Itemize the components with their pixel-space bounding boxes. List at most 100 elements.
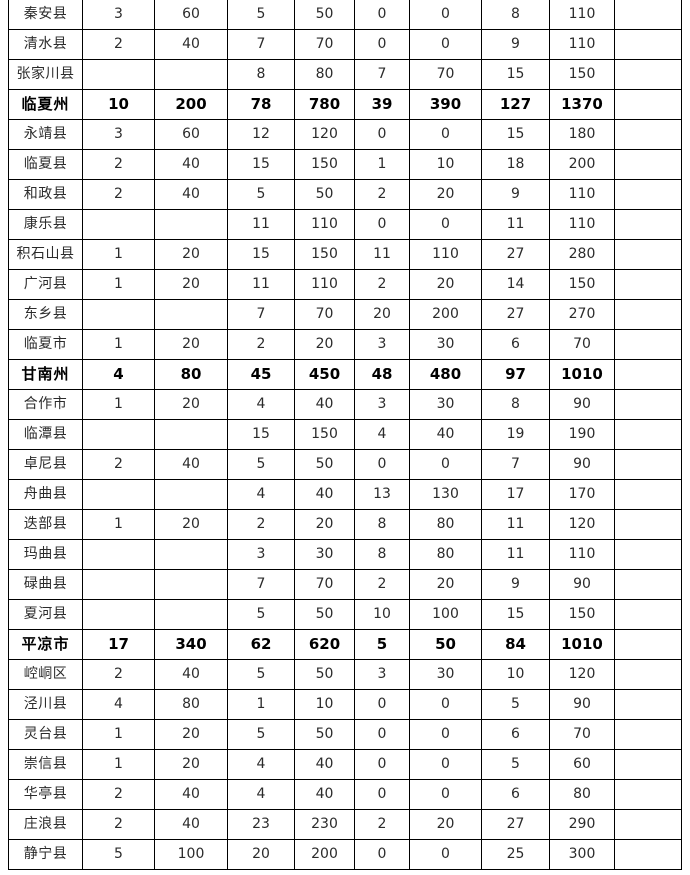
data-cell: 0	[409, 209, 482, 240]
table-row: 临潭县 15 150 4 40 19 190	[8, 419, 682, 450]
data-cell: 17	[481, 479, 550, 510]
data-cell: 0	[409, 749, 482, 780]
data-cell	[82, 479, 155, 510]
row-spacer-cell	[614, 89, 682, 120]
data-cell: 48	[354, 359, 410, 390]
data-cell: 4	[227, 479, 295, 510]
row-spacer-cell	[614, 119, 682, 150]
row-spacer-cell	[614, 239, 682, 270]
row-name-cell: 卓尼县	[8, 449, 83, 480]
row-spacer-cell	[614, 29, 682, 60]
table-row: 崇信县 1 20 4 40 0 0 5 60	[8, 749, 682, 780]
table-row: 灵台县 1 20 5 50 0 0 6 70	[8, 719, 682, 750]
data-cell: 0	[354, 839, 410, 870]
data-cell: 20	[409, 809, 482, 840]
data-cell: 2	[227, 329, 295, 360]
data-cell: 5	[354, 629, 410, 660]
row-name-cell: 临潭县	[8, 419, 83, 450]
data-cell: 0	[354, 119, 410, 150]
data-cell: 50	[294, 179, 355, 210]
data-cell: 45	[227, 359, 295, 390]
data-cell: 80	[154, 359, 228, 390]
data-cell: 50	[294, 0, 355, 30]
data-cell: 2	[82, 779, 155, 810]
table-row: 清水县 2 40 7 70 0 0 9 110	[8, 29, 682, 60]
table-row: 康乐县 11 110 0 0 11 110	[8, 209, 682, 240]
data-cell: 5	[481, 749, 550, 780]
table-row: 甘南州 4 80 45 450 48 480 97 1010	[8, 359, 682, 390]
data-cell: 4	[82, 359, 155, 390]
row-spacer-cell	[614, 839, 682, 870]
data-cell: 1	[82, 749, 155, 780]
data-cell: 27	[481, 809, 550, 840]
data-cell: 130	[409, 479, 482, 510]
data-cell: 9	[481, 179, 550, 210]
data-cell: 8	[354, 539, 410, 570]
data-cell: 150	[549, 269, 615, 300]
data-cell: 20	[227, 839, 295, 870]
data-cell: 120	[294, 119, 355, 150]
data-cell: 60	[154, 0, 228, 30]
table-row: 临夏市 1 20 2 20 3 30 6 70	[8, 329, 682, 360]
data-cell: 200	[294, 839, 355, 870]
data-cell	[154, 539, 228, 570]
data-cell	[154, 569, 228, 600]
data-cell: 30	[409, 389, 482, 420]
data-cell: 1	[354, 149, 410, 180]
data-cell: 50	[409, 629, 482, 660]
data-cell: 40	[154, 809, 228, 840]
row-name-cell: 广河县	[8, 269, 83, 300]
data-cell: 3	[354, 659, 410, 690]
data-cell: 5	[227, 659, 295, 690]
data-cell: 5	[481, 689, 550, 720]
data-cell	[82, 59, 155, 90]
row-name-cell: 庄浪县	[8, 809, 83, 840]
data-cell: 18	[481, 149, 550, 180]
table-row: 卓尼县 2 40 5 50 0 0 7 90	[8, 449, 682, 480]
data-cell: 70	[549, 329, 615, 360]
data-cell: 20	[409, 269, 482, 300]
row-name-cell: 泾川县	[8, 689, 83, 720]
data-cell: 80	[154, 689, 228, 720]
table-row: 庄浪县 2 40 23 230 2 20 27 290	[8, 809, 682, 840]
data-cell: 15	[481, 599, 550, 630]
table-row: 广河县 1 20 11 110 2 20 14 150	[8, 269, 682, 300]
data-cell: 0	[354, 0, 410, 30]
data-cell: 480	[409, 359, 482, 390]
row-name-cell: 合作市	[8, 389, 83, 420]
data-cell: 62	[227, 629, 295, 660]
data-cell: 30	[409, 329, 482, 360]
row-name-cell: 张家川县	[8, 59, 83, 90]
data-cell: 20	[154, 719, 228, 750]
data-cell: 80	[549, 779, 615, 810]
data-cell: 8	[227, 59, 295, 90]
data-cell: 60	[549, 749, 615, 780]
table-row: 秦安县 3 60 5 50 0 0 8 110	[8, 0, 682, 30]
data-cell: 0	[409, 719, 482, 750]
row-name-cell: 和政县	[8, 179, 83, 210]
row-spacer-cell	[614, 299, 682, 330]
data-cell: 20	[154, 749, 228, 780]
data-cell: 4	[227, 749, 295, 780]
row-name-cell: 平凉市	[8, 629, 83, 660]
table-body: 秦安县 3 60 5 50 0 0 8 110 清水县 2 40 7 70 0 0 9 110 张家川县 8 80 7 70…	[8, 0, 682, 870]
data-cell: 100	[154, 839, 228, 870]
data-cell: 78	[227, 89, 295, 120]
data-cell: 15	[227, 419, 295, 450]
data-cell: 40	[154, 659, 228, 690]
data-cell: 90	[549, 449, 615, 480]
data-cell: 80	[294, 59, 355, 90]
data-cell	[154, 479, 228, 510]
data-cell: 110	[549, 179, 615, 210]
data-cell: 10	[409, 149, 482, 180]
row-spacer-cell	[614, 209, 682, 240]
data-cell: 4	[227, 779, 295, 810]
data-cell: 0	[354, 449, 410, 480]
row-spacer-cell	[614, 509, 682, 540]
data-cell: 4	[82, 689, 155, 720]
data-cell: 150	[549, 59, 615, 90]
data-cell: 90	[549, 569, 615, 600]
data-cell: 270	[549, 299, 615, 330]
data-cell: 40	[154, 149, 228, 180]
table-row: 和政县 2 40 5 50 2 20 9 110	[8, 179, 682, 210]
